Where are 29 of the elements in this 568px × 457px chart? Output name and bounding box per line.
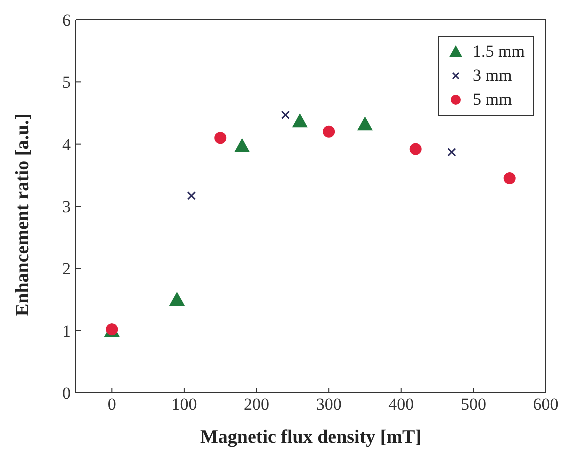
point [234, 138, 250, 152]
legend-label: 1.5 mm [473, 42, 525, 62]
point [410, 143, 422, 156]
x-tick-label: 400 [388, 395, 414, 414]
x-tick-label: 100 [172, 395, 198, 414]
x-tick-label: 200 [244, 395, 270, 414]
x-tick-label: 500 [460, 395, 486, 414]
y-tick-label: 4 [62, 135, 72, 154]
point [357, 116, 374, 131]
x-tick-label: 0 [108, 395, 116, 414]
x-tick-label: 300 [316, 395, 342, 414]
point [214, 132, 227, 144]
point [169, 292, 186, 306]
y-tick-label: 5 [62, 73, 71, 92]
x-axis-title: Magnetic flux density [mT] [200, 427, 422, 448]
legend-label: 5 mm [473, 90, 512, 110]
y-tick-label: 1 [62, 322, 71, 341]
point [323, 126, 336, 138]
x-tick-label: 600 [533, 395, 559, 414]
point [281, 110, 290, 120]
point [448, 148, 456, 157]
y-tick-label: 6 [62, 11, 71, 30]
legend-label: 3 mm [473, 66, 512, 86]
y-axis-title: Enhancement ratio [a.u.] [12, 114, 34, 316]
y-tick-label: 2 [62, 260, 71, 279]
point [292, 114, 308, 128]
y-tick-label: 3 [62, 198, 71, 217]
point [504, 172, 516, 185]
point [187, 192, 196, 200]
